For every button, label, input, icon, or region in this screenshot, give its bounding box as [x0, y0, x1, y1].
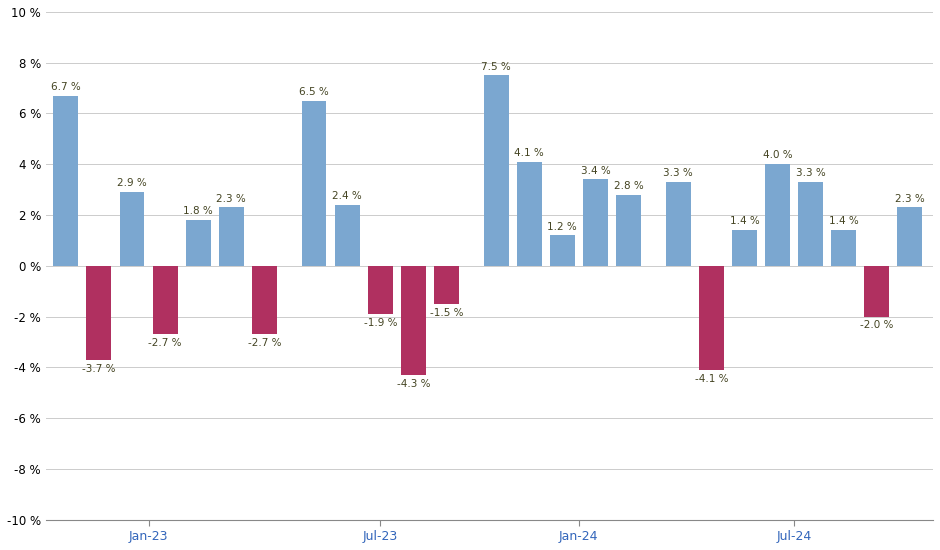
Text: 1.4 %: 1.4 % [829, 217, 858, 227]
Text: 2.4 %: 2.4 % [332, 191, 362, 201]
Bar [732, 230, 757, 266]
Text: 2.9 %: 2.9 % [118, 178, 147, 188]
Bar [583, 179, 608, 266]
Bar [550, 235, 574, 266]
Text: 6.7 %: 6.7 % [51, 82, 81, 92]
Bar [865, 266, 889, 317]
Text: 6.5 %: 6.5 % [299, 87, 329, 97]
Bar [252, 266, 276, 334]
Text: 2.3 %: 2.3 % [216, 194, 246, 204]
Bar [434, 266, 459, 304]
Text: -2.0 %: -2.0 % [860, 320, 894, 331]
Text: -2.7 %: -2.7 % [149, 338, 181, 348]
Bar [119, 192, 145, 266]
Text: 4.0 %: 4.0 % [762, 151, 792, 161]
Bar [86, 266, 111, 360]
Text: -1.9 %: -1.9 % [364, 318, 397, 328]
Text: -4.3 %: -4.3 % [397, 379, 431, 389]
Bar [335, 205, 360, 266]
Text: 1.8 %: 1.8 % [183, 206, 213, 216]
Text: 3.3 %: 3.3 % [664, 168, 693, 178]
Text: -1.5 %: -1.5 % [430, 307, 463, 318]
Bar [898, 207, 922, 266]
Text: 1.4 %: 1.4 % [729, 217, 760, 227]
Bar [54, 96, 78, 266]
Text: 1.2 %: 1.2 % [547, 222, 577, 232]
Text: 7.5 %: 7.5 % [481, 62, 511, 72]
Text: 2.3 %: 2.3 % [895, 194, 925, 204]
Bar [831, 230, 856, 266]
Bar [152, 266, 178, 334]
Text: -2.7 %: -2.7 % [247, 338, 281, 348]
Bar [368, 266, 393, 314]
Text: 4.1 %: 4.1 % [514, 148, 544, 158]
Bar [219, 207, 243, 266]
Bar [186, 220, 211, 266]
Text: 2.8 %: 2.8 % [614, 181, 643, 191]
Bar [484, 75, 509, 266]
Bar [698, 266, 724, 370]
Bar [517, 162, 541, 266]
Bar [798, 182, 823, 266]
Bar [616, 195, 641, 266]
Bar [666, 182, 691, 266]
Bar [401, 266, 426, 375]
Bar [765, 164, 790, 266]
Text: -4.1 %: -4.1 % [695, 373, 728, 384]
Bar [302, 101, 326, 266]
Text: 3.4 %: 3.4 % [581, 166, 610, 175]
Text: 3.3 %: 3.3 % [795, 168, 825, 178]
Text: -3.7 %: -3.7 % [82, 364, 116, 373]
